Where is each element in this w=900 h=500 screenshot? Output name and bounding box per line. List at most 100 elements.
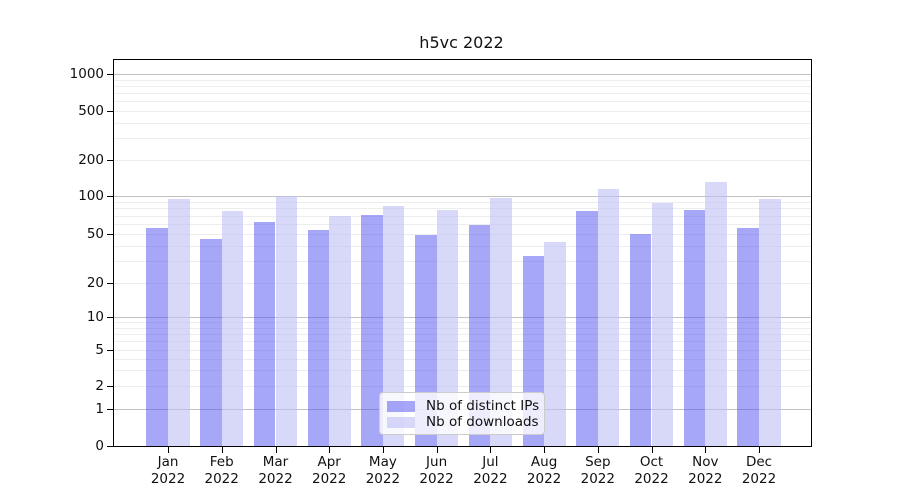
gridline-minor-30 [114, 261, 811, 263]
legend-swatch-distinct-ips [387, 400, 415, 412]
y-tick-label-20: 20 [86, 275, 104, 291]
x-tick-mark-mar [275, 447, 277, 453]
gridline-minor-40 [114, 245, 811, 247]
gridline-minor-7 [114, 334, 811, 335]
gridline-major-1000 [114, 74, 811, 75]
y-tick-mark-1000 [107, 74, 114, 75]
legend-label-distinct-ips: Nb of distinct IPs [426, 398, 540, 414]
gridline-minor-800 [114, 85, 811, 87]
bar-downloads-may [382, 205, 405, 446]
x-tick-year: 2022 [150, 471, 186, 487]
bar-distinct-ips-sep [576, 211, 598, 446]
y-tick-label-200: 200 [78, 152, 104, 168]
y-tick-label-50: 50 [86, 226, 104, 242]
y-tick-mark-500 [107, 111, 114, 112]
legend-swatch-downloads [387, 416, 415, 428]
bar-downloads-aug [544, 242, 566, 446]
gridline-minor-600 [114, 101, 811, 103]
plot-area: 0 1 2 5 10 20 50 100 200 500 1000 Jan 2022 Feb 2022 Ma… [70, 59, 812, 487]
x-tick-mark-sep [597, 447, 599, 453]
x-tick-label-feb: Feb 2022 [190, 454, 254, 488]
gridline-minor-700 [114, 93, 811, 94]
x-tick-mark-dec [759, 447, 760, 453]
bar-distinct-ips-mar [253, 222, 276, 446]
gridline-minor-70 [114, 215, 811, 217]
x-tick-year: 2022 [580, 471, 615, 487]
x-tick-month: Feb [209, 454, 234, 470]
x-tick-month: Nov [692, 454, 719, 470]
bar-downloads-apr [329, 215, 351, 446]
y-tick-mark-100 [107, 196, 114, 197]
gridline-minor-3 [114, 370, 811, 372]
gridline-minor-60 [114, 224, 811, 225]
bar-downloads-nov [705, 182, 727, 446]
x-tick-month: May [368, 454, 397, 470]
y-tick-label-0: 0 [95, 438, 104, 454]
gridline-minor-5 [114, 350, 811, 351]
bar-downloads-oct [651, 203, 674, 446]
gridline-minor-2 [114, 386, 811, 387]
x-tick-year: 2022 [258, 471, 293, 487]
x-tick-label-nov: Nov 2022 [673, 454, 737, 488]
x-tick-mark-jun [436, 447, 438, 453]
gridline-minor-90 [114, 201, 811, 203]
x-tick-year: 2022 [526, 471, 562, 487]
gridline-minor-400 [114, 122, 811, 124]
x-tick-year: 2022 [312, 471, 347, 487]
x-tick-label-dec: Dec 2022 [727, 454, 791, 488]
x-tick-mark-apr [329, 447, 331, 453]
x-tick-month: Jul [482, 454, 499, 470]
gridline-minor-9 [114, 322, 811, 323]
gridline-major-10 [114, 317, 811, 318]
legend: Nb of distinct IPs Nb of downloads [379, 392, 545, 435]
y-tick-mark-1 [107, 409, 114, 410]
bar-distinct-ips-jan [146, 227, 168, 446]
legend-row-downloads: Nb of downloads [387, 414, 539, 430]
x-tick-label-jul: Jul 2022 [458, 454, 522, 488]
x-tick-label-mar: Mar 2022 [244, 454, 308, 488]
bar-distinct-ips-jul [468, 224, 491, 446]
y-tick-mark-2 [107, 386, 114, 387]
x-tick-month: Jan [157, 454, 179, 470]
bar-downloads-jun [436, 209, 459, 446]
x-tick-year: 2022 [741, 471, 777, 487]
x-tick-year: 2022 [365, 471, 401, 487]
x-tick-label-jun: Jun 2022 [405, 454, 469, 488]
y-tick-label-1: 1 [95, 401, 104, 417]
gridline-minor-8 [114, 327, 811, 329]
gridline-major-100 [114, 196, 811, 197]
x-tick-month: Sep [585, 454, 611, 470]
y-tick-label-2: 2 [95, 378, 104, 394]
x-tick-label-jan: Jan 2022 [136, 454, 200, 488]
bar-distinct-ips-feb [200, 238, 222, 446]
x-tick-month: Oct [639, 454, 664, 470]
x-tick-label-sep: Sep 2022 [566, 454, 630, 488]
x-tick-month: Mar [262, 454, 289, 470]
gridline-minor-300 [114, 138, 811, 140]
x-tick-label-aug: Aug 2022 [512, 454, 576, 488]
gridline-minor-900 [114, 79, 811, 81]
bar-distinct-ips-may [361, 214, 383, 446]
bar-downloads-feb [221, 211, 244, 446]
x-tick-mark-jul [490, 447, 492, 453]
bar-downloads-sep [597, 189, 620, 446]
x-tick-label-oct: Oct 2022 [620, 454, 684, 488]
y-tick-mark-10 [107, 317, 114, 318]
x-tick-year: 2022 [204, 471, 239, 487]
x-tick-mark-oct [651, 447, 653, 453]
x-tick-mark-aug [544, 447, 546, 453]
bar-distinct-ips-oct [629, 234, 652, 446]
legend-row-distinct-ips: Nb of distinct IPs [387, 398, 539, 414]
gridline-minor-4 [114, 358, 811, 360]
y-tick-mark-5 [107, 350, 114, 351]
y-tick-mark-200 [107, 160, 114, 161]
x-tick-year: 2022 [419, 471, 454, 487]
y-tick-label-1000: 1000 [69, 66, 104, 82]
bar-downloads-mar [275, 195, 298, 446]
y-tick-label-10: 10 [86, 309, 104, 325]
y-tick-label-5: 5 [95, 342, 104, 358]
y-tick-label-100: 100 [78, 188, 104, 204]
gridline-minor-6 [114, 341, 811, 343]
y-tick-mark-20 [107, 283, 114, 284]
x-tick-month: Jun [426, 454, 448, 470]
